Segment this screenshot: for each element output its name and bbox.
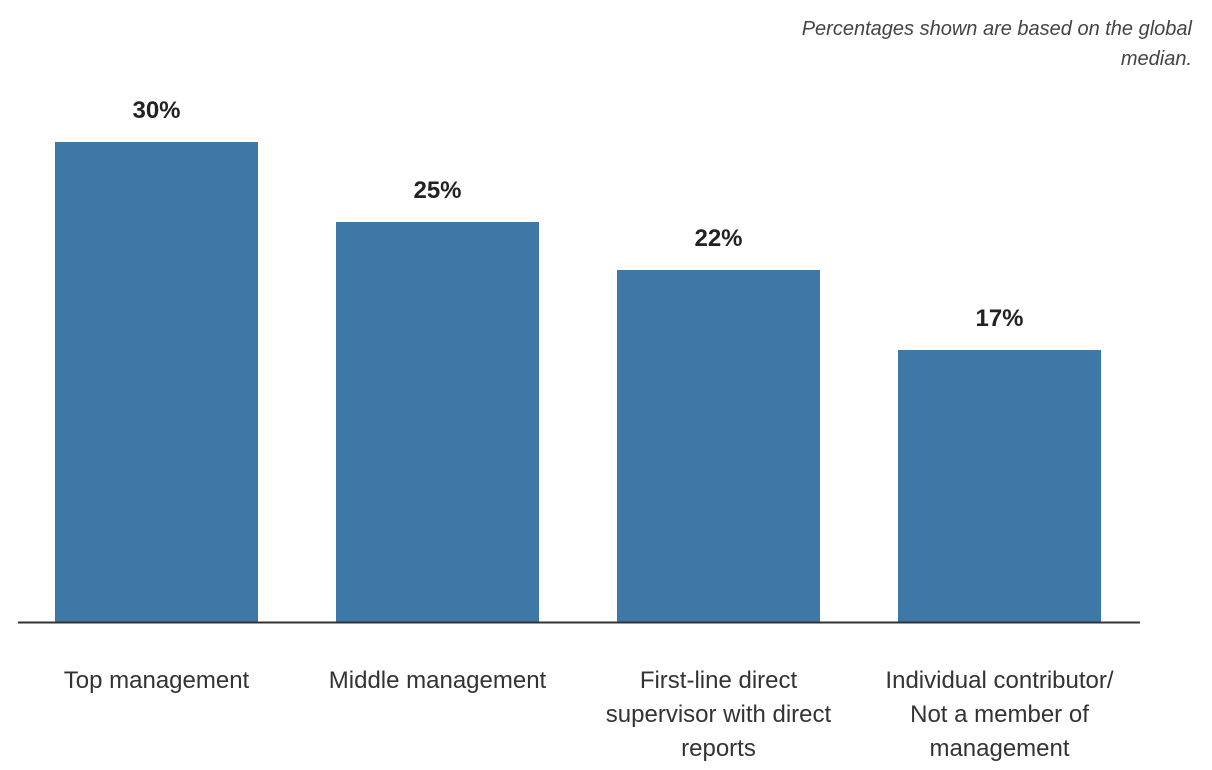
- category-label-2: Middle management: [328, 667, 547, 694]
- bar-4: [898, 350, 1101, 622]
- category-label-3: First-line direct supervisor with direct…: [605, 667, 832, 762]
- value-label-1: 30%: [132, 97, 180, 124]
- category-label-1: Top management: [63, 667, 250, 694]
- category-label-4: Individual contributor/ Not a member of …: [885, 667, 1114, 762]
- bar-1: [55, 142, 258, 622]
- value-label-3: 22%: [694, 225, 742, 252]
- value-label-2: 25%: [413, 177, 461, 204]
- chart-note: Percentages shown are based on the globa…: [801, 18, 1192, 70]
- bar-3: [617, 270, 820, 622]
- value-label-4: 17%: [975, 305, 1023, 332]
- bar-2: [336, 222, 539, 622]
